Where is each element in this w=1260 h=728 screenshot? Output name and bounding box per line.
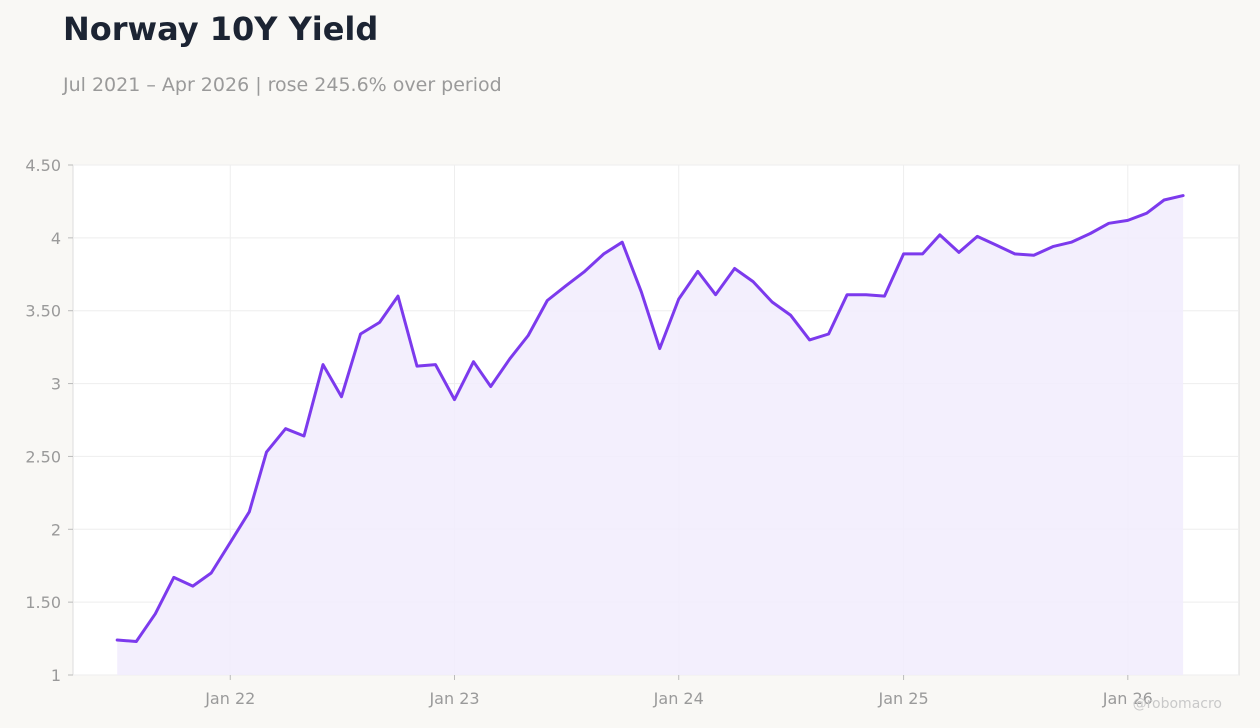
y-tick-label: 1: [51, 666, 61, 685]
data-point: [116, 638, 119, 642]
data-point: [733, 267, 736, 270]
data-point: [321, 363, 325, 366]
data-point: [434, 363, 437, 366]
x-axis: Jan 22 Jan 23 Jan 24 Jan 25 Jan 26: [204, 675, 1153, 708]
data-point: [751, 280, 755, 283]
data-point: [378, 321, 381, 324]
x-tick-label: Jan 24: [653, 689, 704, 708]
data-point: [845, 293, 849, 296]
data-point: [191, 584, 194, 588]
data-point: [1162, 198, 1166, 202]
data-point: [808, 338, 811, 342]
data-point: [527, 334, 530, 337]
data-point: [938, 233, 942, 237]
x-tick-label: Jan 23: [428, 689, 479, 708]
y-tick-label: 4.50: [25, 156, 61, 175]
data-point: [1107, 222, 1110, 225]
data-point: [172, 576, 175, 579]
data-point: [210, 571, 213, 575]
chart-title: Norway 10Y Yield: [63, 10, 379, 48]
data-point: [135, 640, 138, 643]
data-point: [1051, 245, 1055, 248]
data-point: [902, 252, 905, 256]
data-point: [453, 398, 456, 401]
data-point: [995, 243, 998, 247]
y-tick-label: 1.50: [25, 593, 61, 612]
data-point: [229, 541, 232, 544]
data-point: [976, 235, 979, 238]
y-tick-label: 3.50: [25, 302, 61, 321]
data-point: [696, 270, 699, 273]
data-point: [396, 294, 400, 298]
y-tick-label: 2: [51, 520, 61, 539]
data-points: [116, 194, 1185, 643]
x-tick-label: Jan 25: [878, 689, 929, 708]
y-axis: 1 1.50 2 2.50 3 3.50 4 4.50: [25, 156, 73, 685]
data-point: [359, 332, 362, 336]
data-point: [154, 612, 157, 615]
watermark: @robomacro: [1132, 696, 1222, 712]
x-tick-label: Jan 26: [1102, 689, 1153, 708]
data-point: [472, 360, 475, 363]
data-point: [508, 357, 511, 360]
data-point: [864, 293, 868, 296]
chart-subtitle: Jul 2021 – Apr 2026 | rose 245.6% over p…: [63, 74, 502, 96]
y-tick-label: 4: [51, 229, 61, 248]
data-point: [640, 290, 643, 293]
data-point: [564, 284, 567, 288]
data-point: [1032, 254, 1036, 257]
data-point: [1013, 252, 1016, 256]
data-point: [302, 434, 306, 438]
data-point: [1089, 232, 1092, 235]
data-point: [248, 510, 251, 513]
data-point: [714, 293, 717, 296]
data-point: [921, 252, 924, 256]
data-point: [1070, 241, 1073, 244]
data-point: [957, 251, 961, 254]
data-point: [883, 294, 886, 298]
data-point: [583, 270, 586, 273]
data-point: [621, 241, 624, 244]
data-point: [602, 252, 605, 256]
data-point: [489, 385, 492, 388]
data-point: [770, 300, 774, 304]
y-tick-label: 2.50: [25, 447, 61, 466]
data-point: [827, 332, 830, 336]
y-tick-label: 3: [51, 375, 61, 394]
data-point: [340, 395, 343, 398]
data-point: [546, 299, 549, 302]
series-area: [117, 195, 1184, 675]
data-point: [789, 313, 792, 317]
data-point: [415, 364, 419, 368]
data-point: [265, 450, 268, 454]
data-point: [658, 347, 661, 350]
data-point: [1145, 211, 1149, 215]
data-point: [677, 297, 680, 301]
data-point: [1181, 194, 1185, 197]
data-point: [284, 427, 287, 430]
data-point: [1126, 219, 1130, 222]
x-tick-label: Jan 22: [204, 689, 255, 708]
series-line: [115, 194, 1185, 643]
